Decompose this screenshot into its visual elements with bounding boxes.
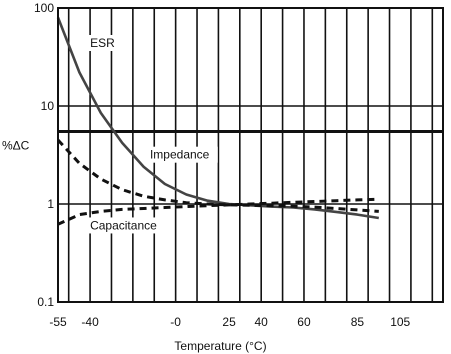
x-tick-label: 60 bbox=[297, 315, 311, 329]
y-tick-labels: 100 10 1 0.1 bbox=[34, 1, 54, 309]
y-tick-label: 0.1 bbox=[37, 295, 54, 309]
series-label-background bbox=[87, 34, 115, 51]
series-line-esr bbox=[56, 17, 380, 220]
series-line-capacitance bbox=[57, 197, 379, 226]
x-tick-label: -55 bbox=[49, 315, 67, 329]
series-label-capacitance: Capacitance bbox=[90, 218, 157, 232]
x-tick-label: 40 bbox=[255, 315, 269, 329]
x-tick-labels: -55 -40 -0 25 40 60 85 105 bbox=[49, 315, 410, 329]
plot-frame bbox=[57, 7, 444, 303]
series-label-background bbox=[146, 146, 218, 163]
grid-lines bbox=[58, 8, 443, 302]
x-tick-label: -40 bbox=[81, 315, 99, 329]
series-label-background bbox=[87, 217, 173, 234]
y-tick-label: 1 bbox=[47, 197, 54, 211]
x-tick-label: 105 bbox=[390, 315, 410, 329]
x-tick-label: 85 bbox=[351, 315, 365, 329]
y-axis-label: %ΔC bbox=[2, 138, 30, 152]
series-label-impedance: Impedance bbox=[150, 148, 210, 162]
x-tick-label: 25 bbox=[222, 315, 236, 329]
y-tick-label: 100 bbox=[34, 1, 54, 15]
series-lines bbox=[56, 17, 380, 226]
x-tick-label: -0 bbox=[170, 315, 181, 329]
y-tick-label: 10 bbox=[41, 99, 55, 113]
x-axis-label: Temperature (°C) bbox=[174, 339, 266, 353]
series-label-esr: ESR bbox=[90, 36, 115, 50]
series-labels: ESR Impedance Capacitance bbox=[87, 34, 218, 234]
